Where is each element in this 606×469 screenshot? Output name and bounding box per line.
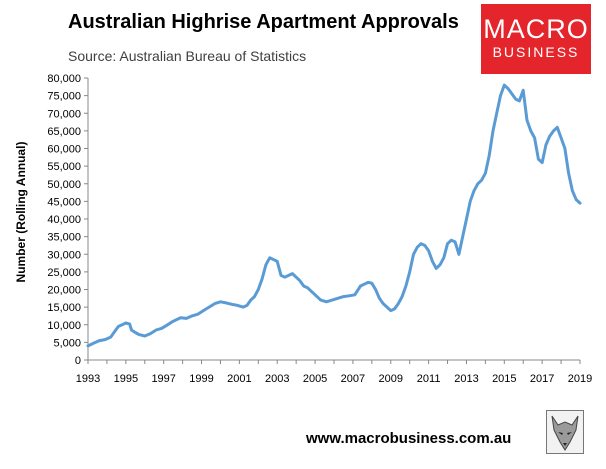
- y-tick-label: 75,000: [47, 91, 81, 103]
- x-tick-label: 1999: [189, 373, 213, 385]
- x-tick-label: 2017: [530, 373, 554, 385]
- series-layer: [86, 83, 582, 348]
- y-tick-label: 40,000: [47, 214, 81, 226]
- wolf-icon: [546, 410, 584, 454]
- macrobusiness-logo: MACRO BUSINESS: [481, 4, 591, 74]
- y-tick-label: 10,000: [47, 320, 81, 332]
- x-tick-label: 1993: [76, 373, 100, 385]
- y-tick-label: 15,000: [47, 302, 81, 314]
- y-tick-label: 35,000: [47, 232, 81, 244]
- y-tick-label: 25,000: [47, 267, 81, 279]
- chart-title: Australian Highrise Apartment Approvals: [68, 11, 459, 33]
- x-tick-label: 2019: [568, 373, 592, 385]
- chart-subtitle: Source: Australian Bureau of Statistics: [68, 48, 307, 64]
- y-tick-label: 45,000: [47, 196, 81, 208]
- y-tick-label: 50,000: [47, 179, 81, 191]
- footer-url[interactable]: www.macrobusiness.com.au: [306, 430, 512, 447]
- logo-line2: BUSINESS: [492, 44, 580, 60]
- y-tick-label: 30,000: [47, 249, 81, 261]
- y-axis-label: Number (Rolling Annual): [14, 142, 28, 283]
- x-tick-label: 2011: [417, 373, 441, 385]
- x-tick-label: 2013: [454, 373, 478, 385]
- x-tick-label: 2003: [265, 373, 289, 385]
- y-tick-label: 60,000: [47, 144, 81, 156]
- x-tick-label: 2005: [303, 373, 327, 385]
- x-axis: 1993 1995 1997 1999 2001 2003 2005 2007 2009 2011…: [76, 359, 592, 385]
- y-tick-label: 55,000: [47, 161, 81, 173]
- x-tick-label: 2007: [341, 373, 365, 385]
- x-tick-label: 1995: [114, 373, 138, 385]
- x-tick-label: 2015: [492, 373, 516, 385]
- y-tick-label: 70,000: [47, 108, 81, 120]
- y-tick-label: 20,000: [47, 285, 81, 297]
- y-tick-label: 65,000: [47, 126, 81, 138]
- x-tick-label: 2009: [379, 373, 403, 385]
- logo-line1: MACRO: [483, 14, 589, 44]
- y-axis: 0 5,000 10,000 15,000 20,000 25,000 30,000 35,0…: [47, 73, 89, 367]
- y-tick-label: 0: [75, 355, 81, 367]
- series-line: [86, 83, 582, 348]
- y-tick-label: 80,000: [47, 73, 81, 85]
- y-tick-label: 5,000: [53, 337, 81, 349]
- x-tick-label: 2001: [227, 373, 251, 385]
- x-tick-label: 1997: [151, 373, 175, 385]
